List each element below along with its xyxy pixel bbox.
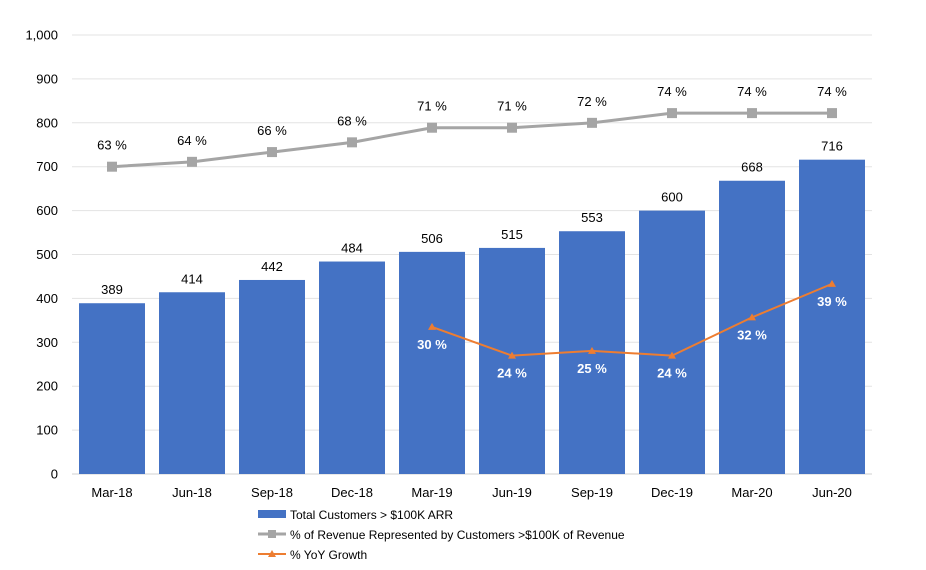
revenue-share-point (347, 137, 357, 148)
revenue-share-point (267, 147, 277, 158)
revenue-share-data-label: 74 % (817, 84, 847, 99)
x-tick-label: Mar-18 (91, 485, 132, 500)
x-tick-label: Dec-18 (331, 485, 373, 500)
y-tick-label: 1,000 (25, 28, 58, 43)
revenue-share-point (667, 108, 677, 119)
x-tick-label: Mar-19 (411, 485, 452, 500)
bar-data-label: 484 (341, 241, 363, 256)
revenue-share-point (827, 108, 837, 119)
y-tick-label: 200 (36, 379, 58, 394)
yoy-growth-point (508, 351, 516, 359)
bar (399, 251, 465, 474)
bar (479, 247, 545, 474)
y-tick-label: 800 (36, 115, 58, 130)
yoy-growth-point (828, 279, 836, 287)
bar-series (79, 159, 865, 475)
bar-data-label: 442 (261, 259, 283, 274)
x-tick-label: Dec-19 (651, 485, 693, 500)
legend-revenue-share-marker (268, 530, 276, 538)
y-tick-label: 600 (36, 203, 58, 218)
bar-data-label: 506 (421, 231, 443, 246)
revenue-share-data-label: 72 % (577, 94, 607, 109)
legend-label: Total Customers > $100K ARR (290, 508, 453, 522)
y-tick-label: 100 (36, 423, 58, 438)
legend: Total Customers > $100K ARR % of Revenue … (258, 508, 625, 562)
x-tick-label: Mar-20 (731, 485, 772, 500)
yoy-growth-data-label: 32 % (737, 327, 767, 342)
x-tick-label: Jun-19 (492, 485, 532, 500)
y-tick-label: 300 (36, 335, 58, 350)
yoy-growth-data-label: 39 % (817, 294, 847, 309)
bar-data-labels: 389 414 442 484 506 515 553 600 668 716 (101, 139, 843, 298)
legend-label: % of Revenue Represented by Customers >$… (290, 528, 625, 542)
yoy-growth-data-label: 30 % (417, 337, 447, 352)
x-tick-label: Jun-20 (812, 485, 852, 500)
yoy-growth-data-label: 25 % (577, 361, 607, 376)
bar (319, 261, 385, 474)
bar-data-label: 515 (501, 227, 523, 242)
x-tick-label: Sep-19 (571, 485, 613, 500)
bar (79, 303, 145, 474)
legend-label: % YoY Growth (290, 548, 367, 562)
revenue-share-data-label: 68 % (337, 113, 367, 128)
yoy-growth-point (588, 346, 596, 354)
revenue-share-point (587, 117, 597, 128)
x-tick-label: Sep-18 (251, 485, 293, 500)
bar-data-label: 600 (661, 190, 683, 205)
revenue-share-line-series: 63 % 64 % 66 % 68 % 71 % 71 % 72 % 74 % 74 % 74 % (97, 84, 847, 172)
revenue-share-data-label: 74 % (657, 84, 687, 99)
yoy-growth-line (431, 282, 833, 357)
yoy-growth-data-label: 24 % (497, 366, 527, 381)
y-tick-label: 400 (36, 291, 58, 306)
yoy-growth-point (668, 351, 676, 359)
bar (799, 159, 865, 474)
legend-yoy-growth-marker (268, 550, 276, 557)
bar-data-label: 553 (581, 210, 603, 225)
yoy-growth-data-label: 24 % (657, 366, 687, 381)
y-tick-label: 0 (51, 467, 58, 482)
yoy-growth-point (428, 322, 436, 330)
revenue-share-point (747, 108, 757, 119)
legend-bar-swatch (258, 510, 286, 518)
revenue-share-point (507, 122, 517, 133)
yoy-growth-line-series: 30 % 24 % 25 % 24 % 32 % 39 % (417, 279, 847, 381)
revenue-share-data-label: 71 % (417, 99, 447, 114)
yoy-growth-point (748, 313, 756, 321)
revenue-share-data-label: 63 % (97, 138, 127, 153)
y-tick-label: 900 (36, 71, 58, 86)
bar-data-label: 668 (741, 160, 763, 175)
bar (239, 279, 305, 474)
bar-data-label: 716 (821, 139, 843, 154)
revenue-share-point (427, 122, 437, 133)
bar (159, 292, 225, 474)
revenue-share-line (111, 111, 832, 169)
x-tick-label: Jun-18 (172, 485, 212, 500)
y-tick-label: 500 (36, 247, 58, 262)
bar (639, 210, 705, 474)
x-axis-ticks: Mar-18 Jun-18 Sep-18 Dec-18 Mar-19 Jun-19 Sep-… (91, 485, 851, 500)
y-tick-label: 700 (36, 159, 58, 174)
bar-data-label: 389 (101, 282, 123, 297)
bar-data-label: 414 (181, 271, 203, 286)
y-axis-ticks: 0 100 200 300 400 500 600 700 800 900 1,000 (25, 28, 58, 482)
revenue-share-data-label: 66 % (257, 123, 287, 138)
revenue-share-data-label: 74 % (737, 84, 767, 99)
revenue-share-point (187, 156, 197, 167)
revenue-share-data-label: 64 % (177, 133, 207, 148)
revenue-share-data-label: 71 % (497, 99, 527, 114)
revenue-share-point (107, 161, 117, 172)
